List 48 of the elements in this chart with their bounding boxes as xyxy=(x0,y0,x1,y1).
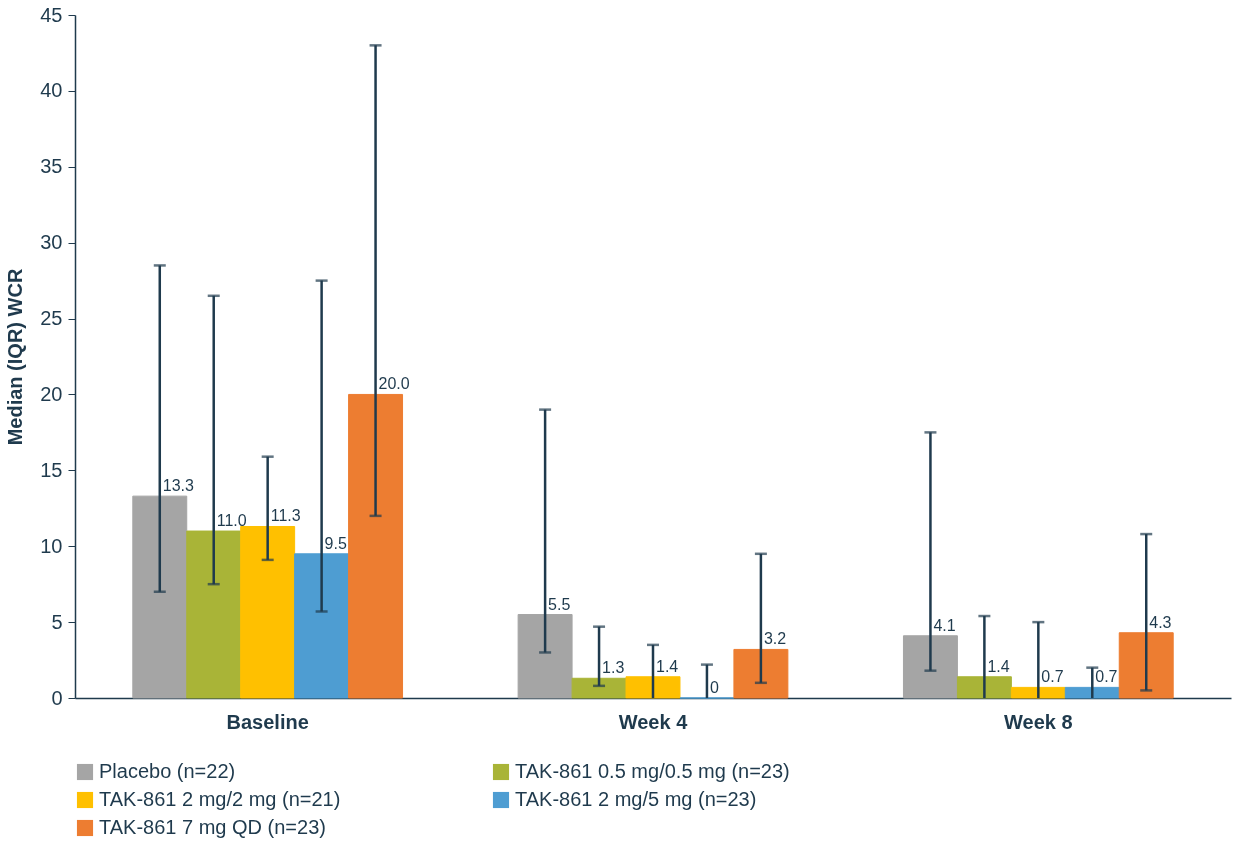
bar xyxy=(1010,686,1066,699)
y-tick-label: 10 xyxy=(40,534,63,557)
y-tick-label: 40 xyxy=(40,79,63,102)
y-tick-label: 0 xyxy=(51,686,63,709)
data-label: 4.3 xyxy=(1149,613,1172,631)
x-tick-label: Baseline xyxy=(226,710,309,733)
bar xyxy=(733,648,789,699)
legend-label: TAK-861 0.5 mg/0.5 mg (n=23) xyxy=(515,760,790,782)
bar xyxy=(902,635,958,699)
bar xyxy=(186,530,242,699)
y-tick-label: 25 xyxy=(40,307,63,330)
data-label: 1.4 xyxy=(656,657,679,675)
y-tick-label: 35 xyxy=(40,155,63,178)
data-label: 11.3 xyxy=(270,507,301,525)
y-tick-label: 15 xyxy=(40,458,63,481)
data-label: 0.7 xyxy=(1095,668,1118,686)
data-label: 5.5 xyxy=(548,595,571,613)
data-label: 0 xyxy=(709,679,719,696)
legend-label: TAK-861 2 mg/2 mg (n=21) xyxy=(99,788,341,810)
data-label: 11.0 xyxy=(216,512,247,530)
data-label: 13.3 xyxy=(162,477,195,495)
bar xyxy=(294,553,350,699)
data-label: 1.4 xyxy=(987,657,1010,675)
data-label: 9.5 xyxy=(324,534,347,552)
legend-label: Placebo (n=22) xyxy=(99,760,236,782)
bar xyxy=(132,495,188,699)
bar xyxy=(240,525,296,699)
data-label: 4.1 xyxy=(933,616,956,634)
y-tick-label: 20 xyxy=(40,382,63,405)
bar xyxy=(1118,632,1174,699)
x-tick-label: Week 8 xyxy=(1004,710,1073,733)
y-tick-label: 30 xyxy=(40,231,63,254)
legend-label: TAK-861 2 mg/5 mg (n=23) xyxy=(515,788,757,810)
x-tick-label: Week 4 xyxy=(618,710,689,733)
bar xyxy=(348,393,404,699)
bar xyxy=(517,614,573,699)
bar xyxy=(956,676,1012,699)
bar xyxy=(625,676,681,699)
data-label: 3.2 xyxy=(763,630,787,648)
bar xyxy=(1064,686,1120,699)
data-label: 0.7 xyxy=(1041,668,1064,686)
bar xyxy=(571,677,627,699)
y-tick-label: 5 xyxy=(51,610,63,633)
data-label: 1.3 xyxy=(602,659,625,677)
legend-label: TAK-861 7 mg QD (n=23) xyxy=(99,816,326,838)
y-axis-title: Median (IQR) WCR xyxy=(4,268,27,446)
data-label: 20.0 xyxy=(378,375,410,393)
y-tick-label: 45 xyxy=(40,3,63,26)
